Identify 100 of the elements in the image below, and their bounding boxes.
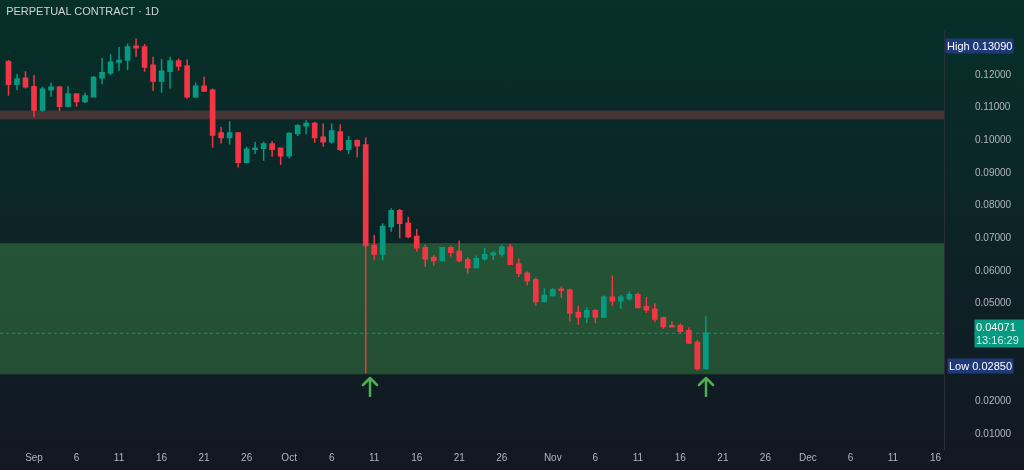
candlestick xyxy=(328,122,335,145)
x-tick-label: 16 xyxy=(156,452,168,463)
candlestick xyxy=(175,57,182,72)
candlestick xyxy=(320,122,326,148)
candlestick xyxy=(252,141,258,155)
x-tick-label: Sep xyxy=(25,452,44,463)
candlestick xyxy=(362,136,369,374)
y-tick-label: 0.01000 xyxy=(975,428,1012,440)
candlestick xyxy=(558,285,565,299)
candlestick xyxy=(286,131,292,160)
x-tick-label: 11 xyxy=(369,452,380,463)
candlestick xyxy=(515,257,522,278)
x-tick-label: 6 xyxy=(328,452,335,463)
candlestick xyxy=(600,294,607,319)
candlestick xyxy=(354,138,361,159)
candlestick xyxy=(422,243,429,268)
candlestick xyxy=(5,59,12,97)
candlestick xyxy=(439,246,446,263)
candlestick xyxy=(48,81,54,98)
candlestick xyxy=(22,70,29,90)
candlestick xyxy=(490,250,497,261)
x-tick-label: Dec xyxy=(799,452,817,463)
text: Low 0.02850 xyxy=(949,360,1012,372)
candlestick xyxy=(609,274,616,307)
candlestick xyxy=(686,326,692,345)
candlestick xyxy=(566,288,573,323)
candlestick xyxy=(303,119,309,136)
candlestick xyxy=(456,239,463,264)
candlestick xyxy=(371,234,378,261)
candlestick xyxy=(413,228,420,253)
candlestick xyxy=(575,305,582,326)
y-tick-label: 0.02000 xyxy=(975,395,1012,407)
candlestick xyxy=(116,46,122,72)
chart-title: PERPETUAL CONTRACT · 1D xyxy=(6,4,159,17)
candlestick xyxy=(345,135,352,155)
candlestick xyxy=(209,87,216,149)
candlestick xyxy=(201,75,207,93)
candlestick xyxy=(124,42,131,71)
candlestick xyxy=(592,308,599,324)
y-tick-label: 0.10000 xyxy=(975,133,1012,145)
ref-line-label: 0.04071 xyxy=(976,321,1016,333)
x-tick-label: 6 xyxy=(73,452,80,463)
candlestick xyxy=(532,276,539,307)
candlestick xyxy=(643,296,650,314)
y-tick-label: 0.05000 xyxy=(975,297,1012,309)
candlestick xyxy=(652,302,658,323)
candlestick xyxy=(31,74,37,119)
y-tick-label: 0.09000 xyxy=(975,166,1012,178)
candlestick xyxy=(583,306,590,324)
candlestick xyxy=(269,140,275,158)
candlestick xyxy=(635,291,641,309)
candlestick xyxy=(184,58,190,100)
candlestick xyxy=(150,56,156,92)
candlestick xyxy=(277,147,284,166)
candlestick xyxy=(549,287,556,298)
candlestick xyxy=(379,222,386,262)
x-tick-label: Nov xyxy=(543,452,562,463)
text: High 0.13090 xyxy=(947,40,1013,52)
candlestick xyxy=(99,57,105,86)
x-tick-label: 26 xyxy=(759,452,772,463)
candlestick xyxy=(235,131,241,169)
candlestick xyxy=(396,208,403,239)
x-tick-label: 21 xyxy=(198,452,211,463)
candlestick xyxy=(498,243,505,258)
candlestick xyxy=(133,37,139,58)
candlestick xyxy=(405,215,412,239)
x-tick-label: 11 xyxy=(632,452,644,463)
y-tick-label: 0.08000 xyxy=(975,199,1012,211)
x-tick-label: 16 xyxy=(411,452,423,463)
candlestick xyxy=(82,92,88,104)
x-tick-label: 21 xyxy=(453,452,466,463)
candlestick xyxy=(226,120,233,146)
text: 13:16:29 xyxy=(976,334,1019,346)
candlestick xyxy=(524,270,531,287)
x-tick-label: 26 xyxy=(496,452,508,463)
x-tick-label: 11 xyxy=(887,452,899,463)
y-tick-label: 0.11000 xyxy=(975,101,1011,113)
x-tick-label: 6 xyxy=(847,452,854,463)
candlestick xyxy=(618,294,624,310)
x-tick-label: Oct xyxy=(281,452,298,463)
candlestick xyxy=(311,121,318,144)
candlestick xyxy=(447,244,454,258)
candlestick xyxy=(167,56,173,90)
candlestick xyxy=(541,287,548,304)
candlestick xyxy=(218,126,224,145)
candlestick xyxy=(669,320,675,328)
x-tick-label: 11 xyxy=(113,452,125,463)
x-tick-label: 21 xyxy=(717,452,729,463)
candlestick xyxy=(107,53,114,76)
x-tick-label: 16 xyxy=(929,452,942,463)
candlestick xyxy=(158,58,165,94)
x-tick-label: 6 xyxy=(592,452,599,463)
candlestick xyxy=(481,246,488,262)
y-tick-label: 0.06000 xyxy=(975,264,1012,276)
x-tick-label: 16 xyxy=(674,452,687,463)
candlestick xyxy=(260,141,267,162)
x-tick-label: 26 xyxy=(241,452,253,463)
candlestick xyxy=(464,256,471,275)
candlestick xyxy=(430,254,437,267)
candlestick xyxy=(473,254,480,270)
